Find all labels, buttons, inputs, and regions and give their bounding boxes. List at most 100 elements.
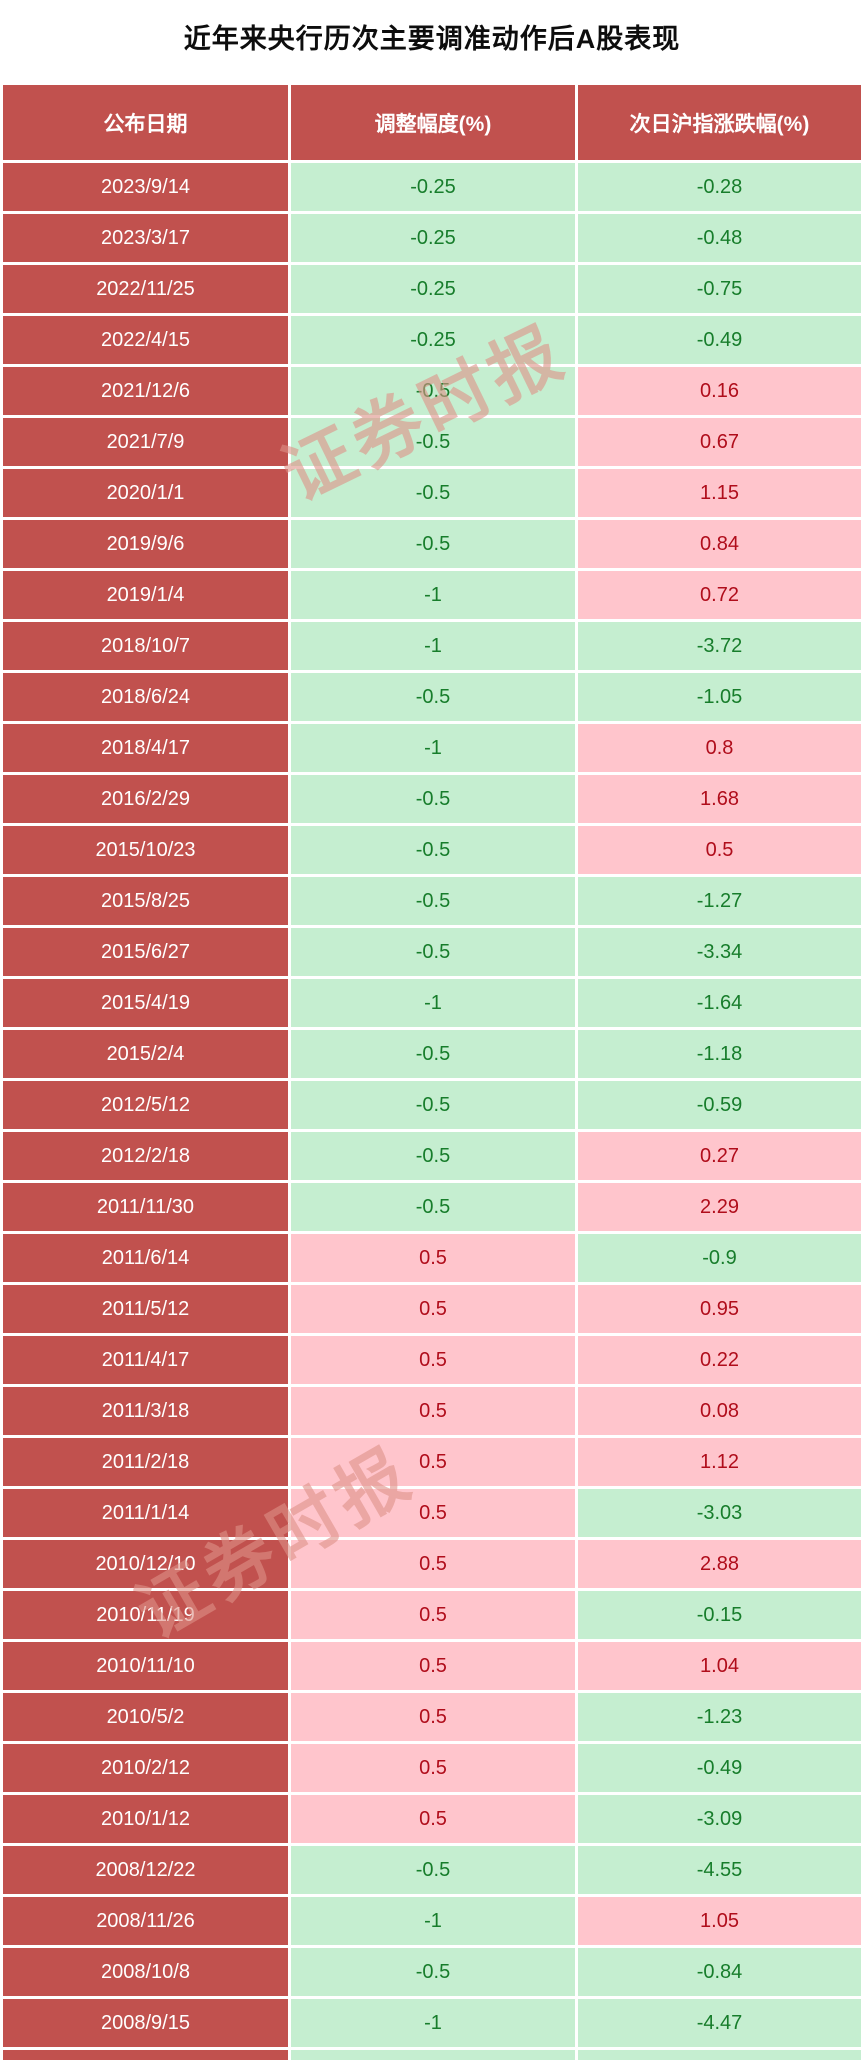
adjustment-cell: -0.5 [291,1183,575,1231]
adjustment-cell: -0.5 [291,1081,575,1129]
next-day-change-cell: 0.8 [578,724,861,772]
date-cell: 2018/4/17 [3,724,288,772]
table-row: 2011/11/30 -0.5 2.29 [3,1183,861,1231]
date-cell: 2008/12/22 [3,1846,288,1894]
table-row: 2008/9/15 -1 -4.47 [3,1999,861,2047]
adjustment-cell: -1 [291,622,575,670]
date-cell: 2015/10/23 [3,826,288,874]
table-row: 2022/4/15 -0.25 -0.49 [3,316,861,364]
table-row: 2011/5/12 0.5 0.95 [3,1285,861,1333]
date-cell: 2015/6/27 [3,928,288,976]
date-cell: 2021/12/6 [3,367,288,415]
next-day-change-cell: -1.23 [578,1693,861,1741]
table-row: 2015/8/25 -0.5 -1.27 [3,877,861,925]
next-day-change-cell: -0.49 [578,316,861,364]
date-cell: 2010/12/10 [3,1540,288,1588]
next-day-change-cell: -3.03 [578,1489,861,1537]
adjustment-cell: 0.5 [291,1642,575,1690]
date-cell: 2011/2/18 [3,1438,288,1486]
adjustment-cell: -0.5 [291,367,575,415]
adjustment-cell: 0.5 [291,1540,575,1588]
next-day-change-cell: 1.12 [578,1438,861,1486]
page-title: 近年来央行历次主要调准动作后A股表现 [183,24,681,54]
next-day-change-cell: -0.49 [578,1744,861,1792]
header-adjustment: 调整幅度(%) [291,85,575,160]
next-day-change-cell: -3.09 [578,1795,861,1843]
next-day-change-cell: 1.15 [578,469,861,517]
adjustment-cell: -0.5 [291,775,575,823]
next-day-change-cell: -0.59 [578,1081,861,1129]
date-cell: 2012/2/18 [3,1132,288,1180]
date-cell: 2015/8/25 [3,877,288,925]
next-day-change-cell: 1.05 [578,1897,861,1945]
date-cell: 2011/3/18 [3,1387,288,1435]
table-row: 2023/3/17 -0.25 -0.48 [3,214,861,262]
table-row: 2015/2/4 -0.5 -1.18 [3,1030,861,1078]
date-cell: 2019/9/6 [3,520,288,568]
next-day-change-cell: 0.67 [578,418,861,466]
next-day-change-cell: 0.27 [578,1132,861,1180]
table-row: 2011/1/14 0.5 -3.03 [3,1489,861,1537]
next-day-change-cell: -4.47 [578,1999,861,2047]
date-cell: 2023/3/17 [3,214,288,262]
table-row: 2016/2/29 -0.5 1.68 [3,775,861,823]
adjustment-cell: -1 [291,1999,575,2047]
table-row: 2010/11/10 0.5 1.04 [3,1642,861,1690]
table-row: 2015/4/19 -1 -1.64 [3,979,861,1027]
adjustment-cell: -1 [291,571,575,619]
date-cell: 2008/10/8 [3,1948,288,1996]
table-row: 2022/11/25 -0.25 -0.75 [3,265,861,313]
table-row: 2019/9/6 -0.5 0.84 [3,520,861,568]
table-row: 2015/10/23 -0.5 0.5 [3,826,861,874]
next-day-change-cell: -0.75 [578,265,861,313]
table-row: 2010/2/12 0.5 -0.49 [3,1744,861,1792]
date-cell: 2011/1/14 [3,1489,288,1537]
table-row: 2020/1/1 -0.5 1.15 [3,469,861,517]
table-row: 2011/4/17 0.5 0.22 [3,1336,861,1384]
adjustment-cell: -0.25 [291,316,575,364]
date-cell: 2018/6/24 [3,673,288,721]
adjustment-cell: -0.5 [291,1948,575,1996]
adjustment-cell: -1 [291,979,575,1027]
table-row: 2021/7/9 -0.5 0.67 [3,418,861,466]
next-day-change-cell: 1.04 [578,1642,861,1690]
table-row: 2023/9/14 -0.25 -0.28 [3,163,861,211]
date-cell: 2016/2/29 [3,775,288,823]
table-row: 2008/10/8 -0.5 -0.84 [3,1948,861,1996]
next-day-change-cell: -0.15 [578,1591,861,1639]
date-cell: 2011/4/17 [3,1336,288,1384]
next-day-change-cell: -3.34 [578,928,861,976]
adjustment-cell: -0.5 [291,877,575,925]
table-row: 2012/2/18 -0.5 0.27 [3,1132,861,1180]
next-day-change-cell: 0.84 [578,520,861,568]
adjustment-cell: -0.5 [291,826,575,874]
date-cell: 2015/2/4 [3,1030,288,1078]
adjustment-cell: 0.5 [291,1387,575,1435]
table-row: 2008/11/26 -1 1.05 [3,1897,861,1945]
table-row: 2010/11/19 0.5 -0.15 [3,1591,861,1639]
next-day-change-cell: 2.88 [578,1540,861,1588]
next-day-change-cell: 0.72 [578,571,861,619]
adjustment-cell: 0.5 [291,1744,575,1792]
adjustment-cell: -1 [291,1897,575,1945]
adjustment-cell: -0.5 [291,418,575,466]
table-header-row: 公布日期 调整幅度(%) 次日沪指涨跌幅(%) [3,85,861,160]
table-row: 2019/1/4 -1 0.72 [3,571,861,619]
next-day-change-cell: -0.48 [578,214,861,262]
table-row: 2015/6/27 -0.5 -3.34 [3,928,861,976]
next-day-change-cell: -0.28 [578,163,861,211]
header-date: 公布日期 [3,85,288,160]
data-table: 公布日期 调整幅度(%) 次日沪指涨跌幅(%) 2023/9/14 -0.25 … [0,85,864,2060]
table-row: 2021/12/6 -0.5 0.16 [3,367,861,415]
date-cell: 2023/9/14 [3,163,288,211]
date-cell: 2012/5/12 [3,1081,288,1129]
date-cell: 2008/11/26 [3,1897,288,1945]
date-cell: 2022/4/15 [3,316,288,364]
table-row: 2011/2/18 0.5 1.12 [3,1438,861,1486]
date-cell: 2022/11/25 [3,265,288,313]
table-row: 2011/3/18 0.5 0.08 [3,1387,861,1435]
table-row: 2018/10/7 -1 -3.72 [3,622,861,670]
next-day-change-cell: -4.55 [578,1846,861,1894]
table-row: 2012/5/12 -0.5 -0.59 [3,1081,861,1129]
next-day-change-cell: -1.27 [578,877,861,925]
